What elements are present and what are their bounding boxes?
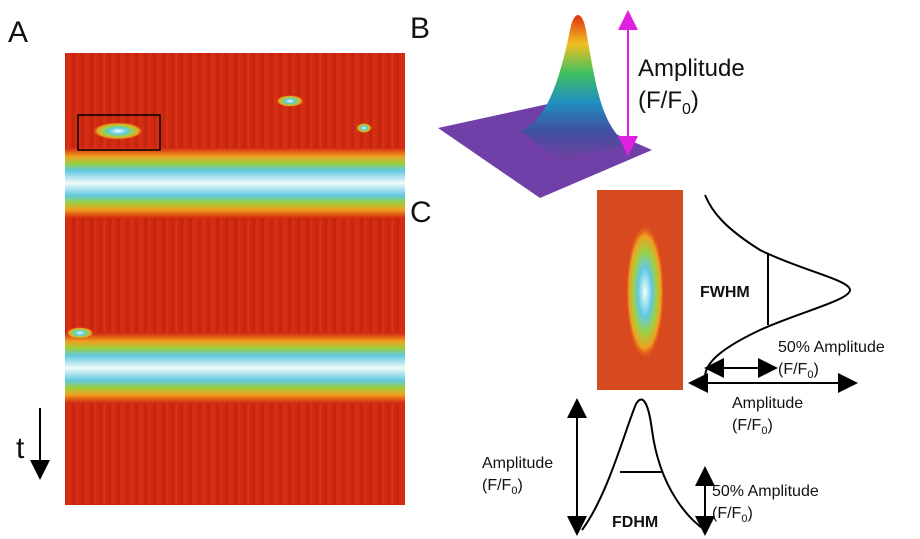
spark [66,327,94,339]
spark [625,222,665,362]
unit: (F/F [778,361,808,378]
temporal-profile [582,400,705,530]
calcium-transient [65,333,405,403]
annotation: 50% Amplitude [712,483,819,500]
annotation-unit: (F/F0) [778,361,819,381]
spark [276,95,304,107]
unit: ) [767,417,772,434]
unit: ) [813,361,818,378]
image-texture [65,53,405,505]
annotation-unit: (F/F0) [638,87,699,118]
spark [92,122,144,140]
unit: (F/F [712,505,742,522]
panel-label: A [8,16,28,49]
unit-subscript: 0 [682,101,691,118]
unit: (F/F [638,87,682,114]
annotation: 50% Amplitude [778,339,885,356]
annotation: Amplitude [482,455,553,472]
annotation: Amplitude [638,55,745,82]
annotation-unit: (F/F0) [482,477,523,497]
linescan-image [65,53,405,505]
panel-label: C [410,196,432,229]
time-axis-label: t [16,432,25,465]
figure: A t B Amplitude (F/F0) C FWHM 50% Amplit… [0,0,920,539]
fdhm-label: FDHM [612,514,658,531]
unit: (F/F [732,417,762,434]
spark [356,123,372,133]
unit: ) [691,87,699,114]
annotation: Amplitude [732,395,803,412]
unit: ) [747,505,752,522]
panel-label: B [410,12,430,45]
unit: ) [517,477,522,494]
unit: (F/F [482,477,512,494]
spark-image [597,190,683,390]
annotation-unit: (F/F0) [712,505,753,525]
fwhm-label: FWHM [700,284,750,301]
surface-peak [520,15,628,160]
calcium-transient [65,148,405,218]
spark-surface [438,15,652,198]
annotation-unit: (F/F0) [732,417,773,437]
